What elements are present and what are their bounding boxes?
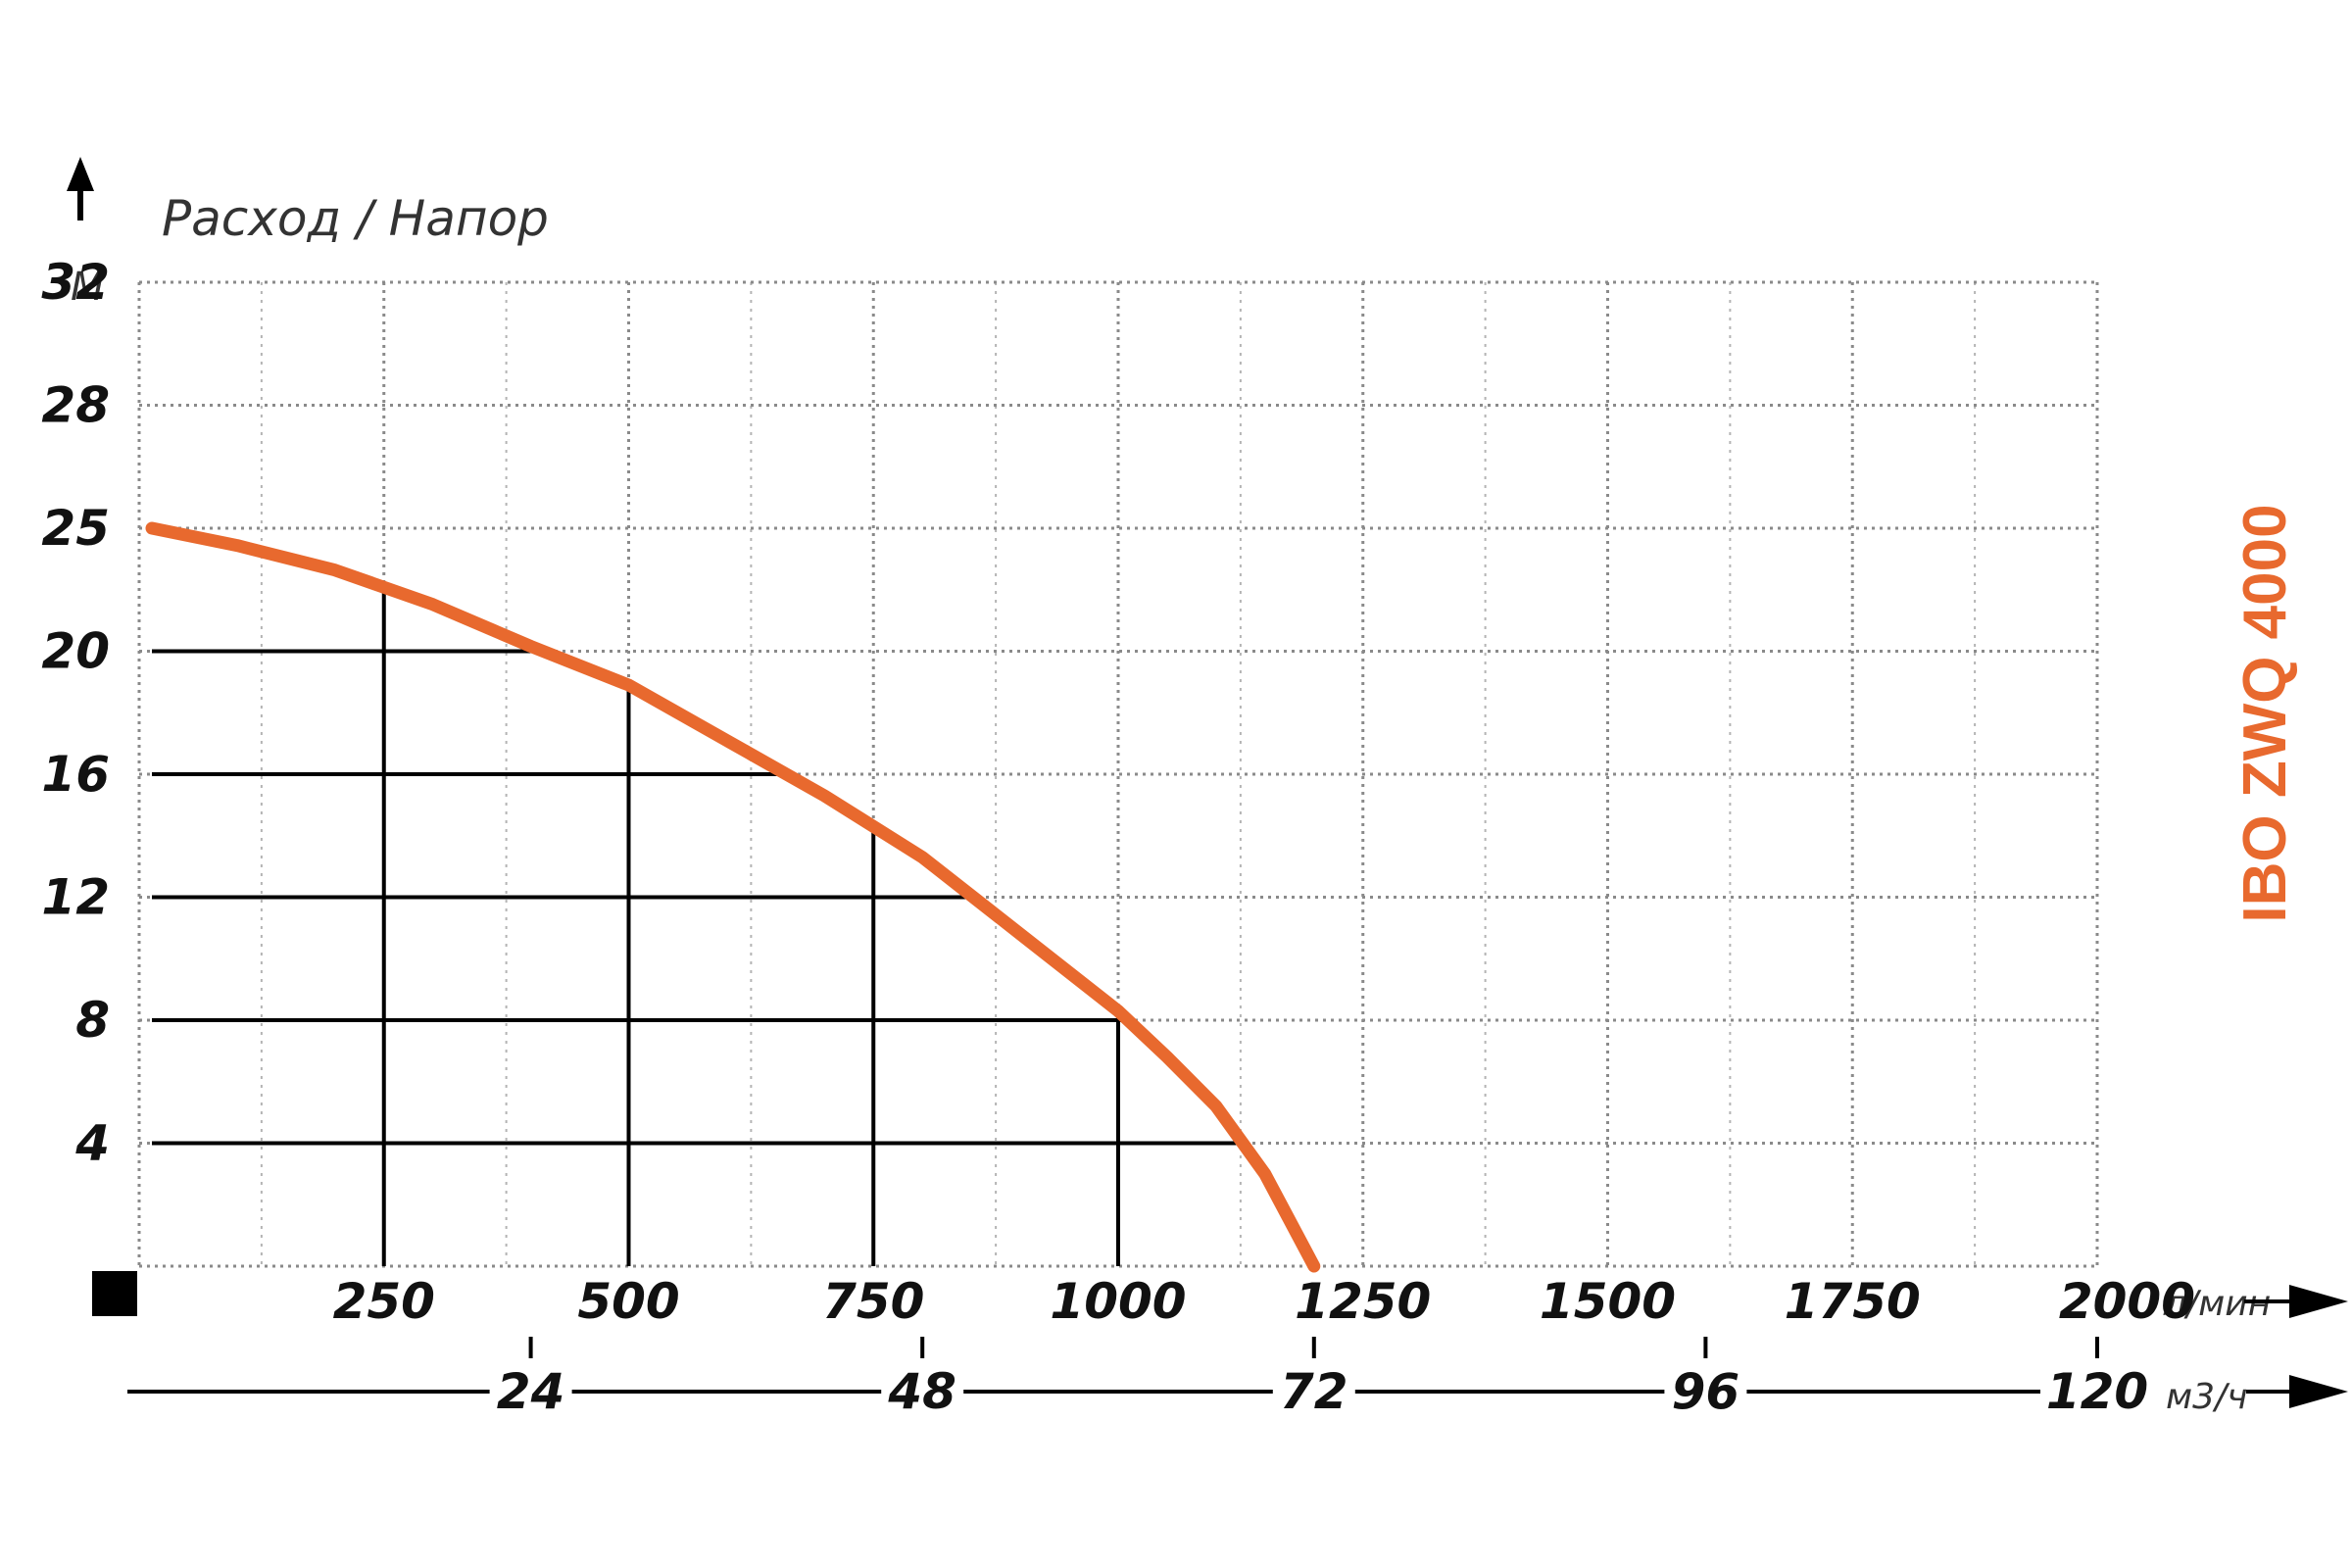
x-tick-label: 1500 [1540,1273,1676,1330]
x2-tick-label: 72 [1280,1363,1348,1420]
x2-axis-unit: м3/ч [2166,1377,2247,1417]
x2-tick-label: 120 [2046,1363,2148,1420]
x2-tick-label: 48 [887,1363,956,1420]
y-tick-label: 12 [41,869,110,926]
series-line [145,521,1321,1273]
x2-tick-label: 96 [1672,1363,1740,1420]
curve-layer [145,521,1321,1273]
y-tick-label: 28 [41,377,110,434]
y-axis-unit: М [71,265,105,310]
y-tick-label: 32 [41,254,110,311]
axis-labels: 4 8 12 16 20 25 28 32 250 500 750 1000 1250 1500 1750 2… [41,254,2195,1330]
chart-title: Расход / Напор [162,190,549,247]
x2-axis-arrow-icon [2289,1375,2348,1408]
x-tick-label: 500 [577,1273,679,1330]
x-tick-label: 1250 [1295,1273,1431,1330]
y-tick-label: 8 [75,992,110,1049]
x2-tick-label: 24 [497,1363,565,1420]
y-tick-label: 16 [41,746,110,803]
x-tick-label: 2000 [2059,1273,2195,1330]
grid [137,280,2099,1268]
y-tick-label: 20 [41,623,110,680]
x-tick-label: 750 [822,1273,924,1330]
y-axis-arrow-icon [67,157,94,220]
x-tick-label: 250 [333,1273,435,1330]
x-axis-unit: л/мин [2163,1284,2271,1324]
reference-lines [152,587,1244,1266]
x-tick-label: 1000 [1050,1273,1186,1330]
secondary-axis: 24 48 72 96 120 [127,1299,2293,1420]
x-axis-arrow-icon [2289,1285,2348,1318]
y-tick-label: 4 [74,1115,110,1172]
origin-square-icon [92,1271,137,1316]
series-label: IBO ZWQ 4000 [2231,504,2299,922]
x-tick-label: 1750 [1785,1273,1921,1330]
y-tick-label: 25 [41,500,110,557]
